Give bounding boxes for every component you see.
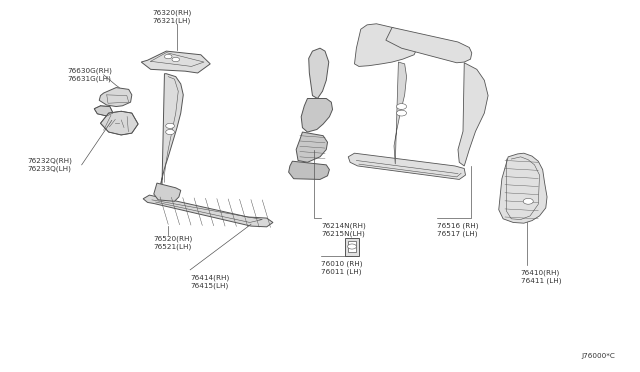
Polygon shape bbox=[308, 48, 329, 99]
Polygon shape bbox=[296, 132, 328, 162]
Circle shape bbox=[524, 198, 533, 204]
Polygon shape bbox=[289, 161, 330, 179]
Text: 76516 (RH)
76517 (LH): 76516 (RH) 76517 (LH) bbox=[437, 222, 479, 237]
Polygon shape bbox=[100, 111, 138, 135]
Text: 76214N(RH)
76215N(LH): 76214N(RH) 76215N(LH) bbox=[321, 222, 366, 237]
Polygon shape bbox=[348, 241, 356, 251]
Polygon shape bbox=[160, 74, 183, 188]
Circle shape bbox=[172, 57, 179, 62]
Circle shape bbox=[166, 129, 175, 135]
Text: J76000*C: J76000*C bbox=[581, 353, 615, 359]
Polygon shape bbox=[386, 28, 472, 63]
Circle shape bbox=[397, 110, 406, 116]
Polygon shape bbox=[301, 99, 333, 132]
Polygon shape bbox=[99, 87, 132, 106]
Circle shape bbox=[166, 123, 175, 128]
Polygon shape bbox=[499, 153, 547, 223]
Polygon shape bbox=[154, 183, 180, 201]
Polygon shape bbox=[394, 62, 406, 164]
Polygon shape bbox=[348, 153, 465, 179]
Polygon shape bbox=[143, 195, 273, 227]
Polygon shape bbox=[345, 238, 359, 256]
Circle shape bbox=[348, 244, 356, 249]
Text: 76630G(RH)
76631G(LH): 76630G(RH) 76631G(LH) bbox=[68, 68, 113, 82]
Text: 76320(RH)
76321(LH): 76320(RH) 76321(LH) bbox=[152, 9, 191, 24]
Text: 76414(RH)
76415(LH): 76414(RH) 76415(LH) bbox=[190, 274, 229, 289]
Circle shape bbox=[164, 54, 172, 59]
Text: 76410(RH)
76411 (LH): 76410(RH) 76411 (LH) bbox=[521, 270, 561, 284]
Text: 76010 (RH)
76011 (LH): 76010 (RH) 76011 (LH) bbox=[321, 261, 363, 275]
Polygon shape bbox=[94, 106, 113, 116]
Text: 76232Q(RH)
76233Q(LH): 76232Q(RH) 76233Q(LH) bbox=[27, 158, 72, 172]
Polygon shape bbox=[141, 51, 211, 73]
Polygon shape bbox=[458, 63, 488, 166]
Polygon shape bbox=[355, 24, 417, 67]
Text: 76520(RH)
76521(LH): 76520(RH) 76521(LH) bbox=[154, 235, 193, 250]
Circle shape bbox=[397, 104, 406, 109]
